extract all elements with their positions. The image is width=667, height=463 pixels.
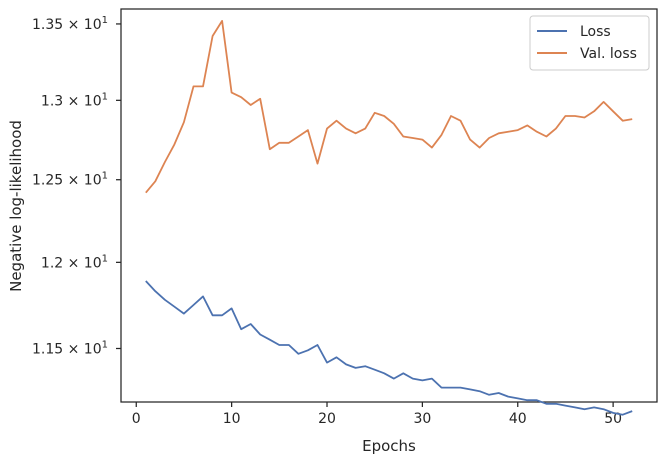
y-tick-label: 1.35 × 101 [32,15,108,33]
series-lines [145,19,633,416]
legend-label-loss: Loss [580,24,611,40]
legend: Loss Val. loss [529,15,650,71]
x-tick-label: 20 [318,411,336,427]
x-tick-label: 40 [509,411,527,427]
x-tick-label: 0 [132,411,141,427]
x-tick-label: 10 [223,411,241,427]
y-axis-label: Negative log-likelihood [7,120,25,292]
x-tick-label: 30 [413,411,431,427]
x-tick-label: 50 [604,411,622,427]
y-tick-label: 1.15 × 101 [32,339,108,357]
y-tick-label: 1.25 × 101 [32,171,108,189]
y-axis: 1.15 × 101 1.2 × 101 1.25 × 101 1.3 × 101 1.… [32,15,121,357]
plot-area [120,8,658,403]
y-tick-label: 1.2 × 101 [41,253,108,271]
y-tick-label: 1.3 × 101 [41,91,108,109]
legend-label-val-loss: Val. loss [580,46,637,62]
legend-box [529,15,650,71]
series-line-val-loss [145,19,633,194]
x-axis-label: Epochs [362,437,416,455]
x-axis: 0 10 20 30 40 50 [132,402,622,427]
series-line-loss [145,280,633,416]
